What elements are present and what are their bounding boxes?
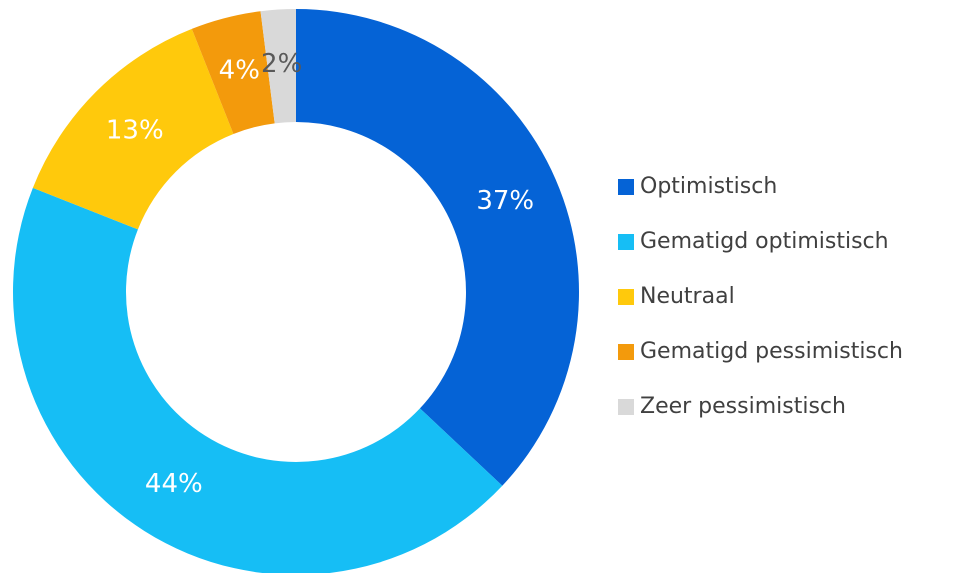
legend-swatch bbox=[618, 399, 634, 415]
data-label: 2% bbox=[261, 49, 302, 79]
legend-label: Optimistisch bbox=[640, 174, 777, 199]
data-label: 4% bbox=[219, 56, 260, 86]
legend-swatch bbox=[618, 344, 634, 360]
legend-swatch bbox=[618, 179, 634, 195]
slice bbox=[191, 11, 275, 134]
legend-label: Gematigd optimistisch bbox=[640, 229, 889, 254]
legend-label: Gematigd pessimistisch bbox=[640, 339, 903, 364]
legend-label: Neutraal bbox=[640, 284, 735, 309]
slice bbox=[260, 9, 296, 124]
data-label: 13% bbox=[106, 115, 164, 145]
legend-label: Zeer pessimistisch bbox=[640, 394, 846, 419]
slice bbox=[13, 187, 503, 573]
legend-swatch bbox=[618, 289, 634, 305]
slice bbox=[32, 28, 234, 230]
data-label: 44% bbox=[145, 469, 203, 499]
legend-swatch bbox=[618, 234, 634, 250]
data-label: 37% bbox=[476, 186, 534, 216]
slice bbox=[296, 9, 579, 486]
